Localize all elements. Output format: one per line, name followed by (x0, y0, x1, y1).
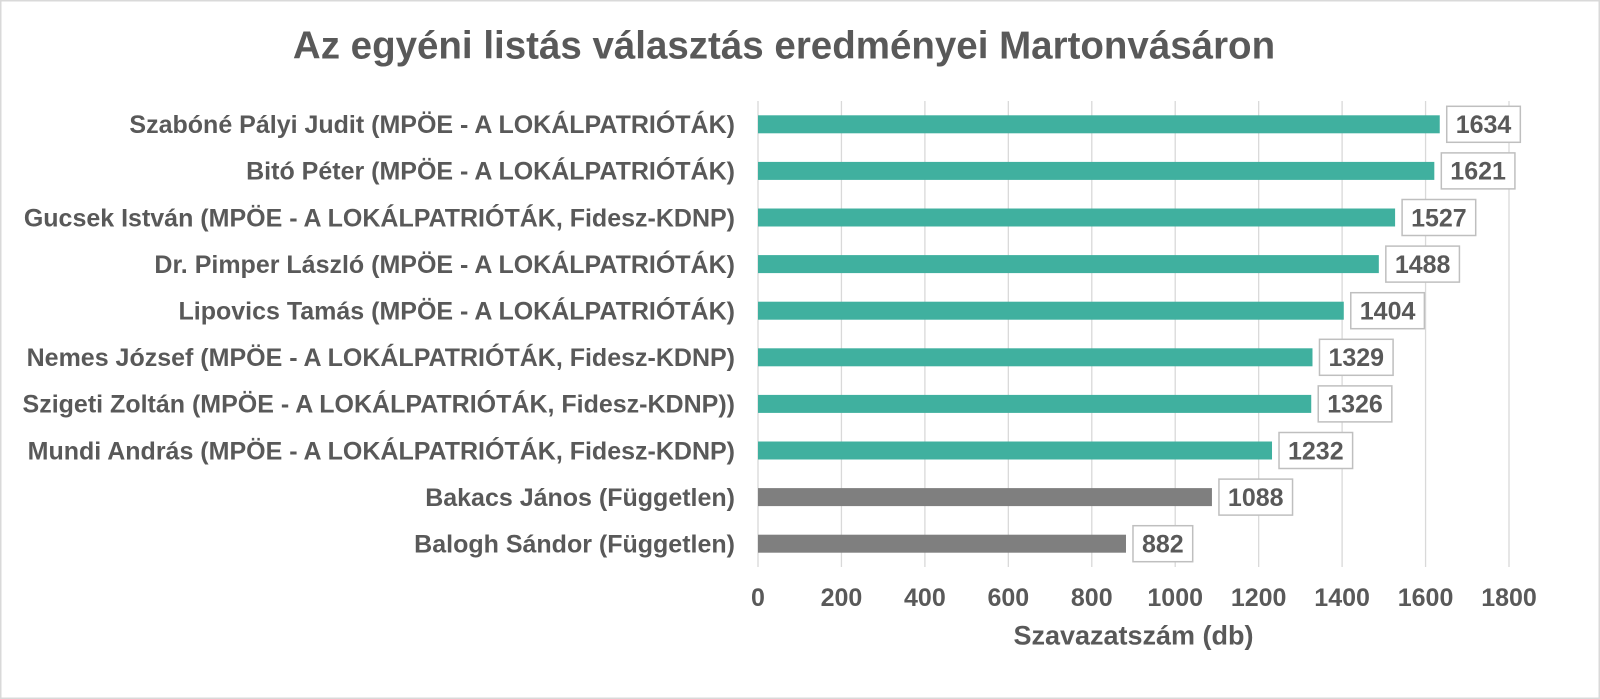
bar (758, 255, 1379, 274)
category-label: Balogh Sándor (Független) (414, 530, 735, 558)
data-label-group: 1634 (1445, 105, 1522, 144)
data-label-group: 882 (1132, 524, 1194, 563)
data-label: 1488 (1395, 251, 1451, 279)
data-label-group: 1326 (1317, 385, 1393, 423)
category-label: Bakacs János (Független) (425, 484, 735, 512)
x-tick-label: 1800 (1481, 584, 1537, 612)
x-tick-label: 0 (751, 584, 765, 612)
data-label: 1527 (1411, 204, 1467, 232)
data-label-group: 1088 (1218, 478, 1294, 516)
category-label: Szigeti Zoltán (MPÖE - A LOKÁLPATRIÓTÁK,… (23, 389, 735, 419)
data-label: 1621 (1450, 158, 1506, 186)
data-label-box (1132, 524, 1194, 563)
data-label: 1088 (1228, 484, 1284, 512)
category-label: Bitó Péter (MPÖE - A LOKÁLPATRIÓTÁK) (246, 156, 735, 186)
bar (758, 301, 1344, 320)
x-tick-label: 1200 (1231, 584, 1287, 612)
bar (758, 161, 1435, 180)
category-label: Lipovics Tamás (MPÖE - A LOKÁLPATRIÓTÁK) (178, 295, 735, 325)
data-label-box (1218, 478, 1294, 516)
data-label: 1329 (1328, 344, 1384, 372)
data-label: 1634 (1456, 111, 1512, 139)
data-label-box (1350, 291, 1426, 330)
bars (758, 115, 1440, 553)
x-tick-label: 200 (821, 584, 863, 612)
x-tick-label: 1000 (1147, 584, 1203, 612)
category-labels: Szabóné Pályi Judit (MPÖE - A LOKÁLPATRI… (23, 109, 735, 558)
data-label: 1326 (1327, 391, 1383, 419)
data-label: 1404 (1360, 297, 1416, 325)
data-label-box (1318, 338, 1394, 377)
data-label-box (1401, 198, 1477, 237)
data-label-group: 1621 (1440, 152, 1516, 190)
data-label-group: 1404 (1350, 291, 1426, 330)
data-label-box (1440, 152, 1516, 190)
data-label-group: 1488 (1385, 245, 1461, 283)
category-label: Nemes József (MPÖE - A LOKÁLPATRIÓTÁK, F… (27, 342, 735, 372)
x-tick-label: 1400 (1314, 584, 1370, 612)
category-label: Szabóné Pályi Judit (MPÖE - A LOKÁLPATRI… (129, 109, 735, 139)
data-label-group: 1329 (1318, 338, 1394, 377)
bar (758, 441, 1273, 460)
data-label-group: 1232 (1278, 431, 1354, 470)
x-axis-title: Szavazatszám (db) (1013, 620, 1253, 650)
bar (758, 534, 1126, 553)
x-axis-tick-labels: 0 200 400 600 800 1000 1200 1400 1600 1800 (751, 584, 1537, 612)
x-tick-label: 600 (987, 584, 1029, 612)
data-label-group: 1527 (1401, 198, 1477, 237)
bar (758, 348, 1313, 367)
category-label: Mundi András (MPÖE - A LOKÁLPATRIÓTÁK, F… (28, 435, 735, 465)
category-label: Gucsek István (MPÖE - A LOKÁLPATRIÓTÁK, … (24, 202, 735, 232)
data-label-box (1445, 105, 1522, 144)
x-tick-label: 400 (904, 584, 946, 612)
category-label: Dr. Pimper László (MPÖE - A LOKÁLPATRIÓT… (154, 249, 735, 279)
data-label-box (1278, 431, 1354, 470)
bar (758, 208, 1396, 227)
x-tick-label: 800 (1071, 584, 1113, 612)
data-label-box (1317, 385, 1393, 423)
bar (758, 115, 1440, 134)
chart-title: Az egyéni listás választás eredményei Ma… (293, 24, 1275, 67)
data-label: 882 (1142, 530, 1184, 558)
data-label-box (1385, 245, 1461, 283)
bar (758, 394, 1312, 413)
bar (758, 488, 1212, 507)
x-tick-label: 1600 (1398, 584, 1454, 612)
data-label: 1232 (1288, 437, 1344, 465)
